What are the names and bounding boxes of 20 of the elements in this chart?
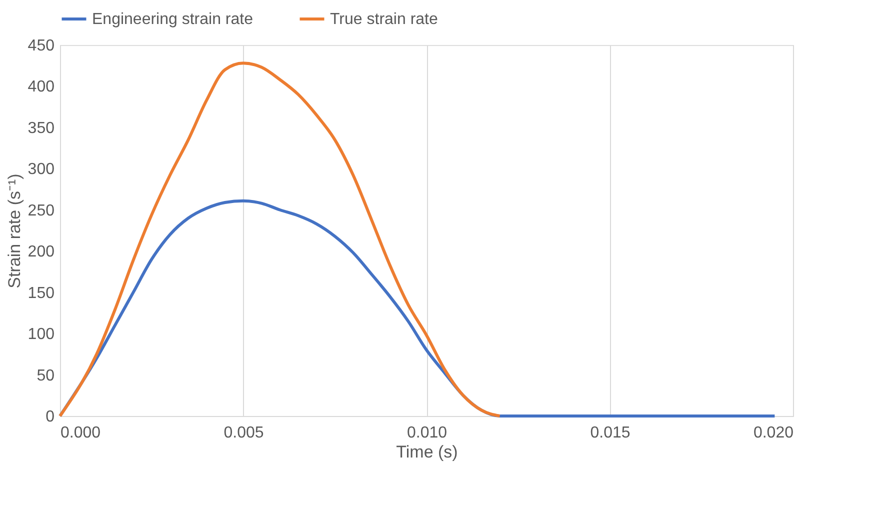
x-tick-label: 0.015 [590, 424, 630, 442]
x-tick-label: 0.005 [224, 424, 264, 442]
x-tick-label: 0.020 [753, 424, 794, 442]
x-tick-label: 0.010 [406, 424, 448, 442]
line-series [58, 62, 502, 418]
y-tick-label: 200 [28, 244, 55, 261]
x-tick-label: 0.000 [60, 424, 101, 442]
y-tick-label: 400 [28, 78, 55, 96]
y-tick-label: 350 [28, 120, 55, 137]
y-tick-label: 0 [46, 408, 55, 426]
y-tick-label: 300 [28, 161, 55, 178]
y-tick-label: 150 [28, 284, 55, 302]
legend-label: True strain rate [330, 11, 438, 28]
y-tick-label: 250 [28, 202, 55, 220]
y-tick-label: 50 [36, 367, 55, 384]
y-tick-label: 100 [28, 326, 55, 344]
x-axis-title: Time (s) [396, 442, 458, 462]
y-axis-title: Strain rate (s⁻¹) [4, 174, 24, 288]
legend-label: Engineering strain rate [92, 11, 254, 28]
y-tick-label: 450 [28, 38, 55, 54]
